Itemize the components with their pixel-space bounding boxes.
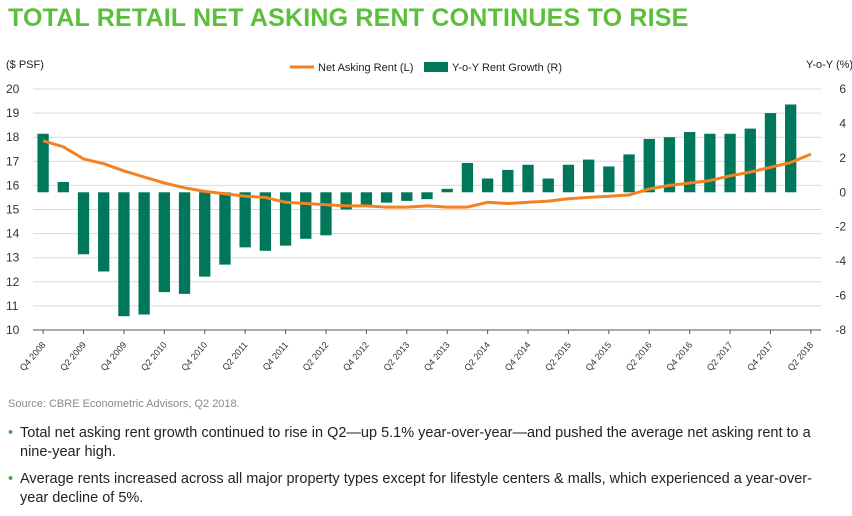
x-tick-label: Q2 2017 <box>705 340 735 373</box>
bar <box>744 128 756 193</box>
bar <box>562 164 575 193</box>
bar <box>582 159 595 193</box>
bar <box>643 138 655 193</box>
bar <box>199 192 211 277</box>
bar <box>441 188 453 193</box>
bar-series <box>37 104 797 317</box>
x-tick-label: Q4 2012 <box>341 340 371 373</box>
bar <box>158 192 170 293</box>
legend-bar-label: Y-o-Y Rent Growth (R) <box>452 62 562 74</box>
bar <box>764 113 777 193</box>
bar <box>178 192 191 294</box>
bar <box>57 181 69 193</box>
legend-bar-swatch <box>424 62 448 72</box>
y-left-tick-label: 16 <box>6 178 20 192</box>
x-tick-label: Q4 2015 <box>584 340 614 373</box>
bar <box>138 192 150 315</box>
bar <box>684 132 696 193</box>
x-tick-label: Q2 2012 <box>301 340 331 373</box>
x-tick-label: Q2 2011 <box>220 340 249 372</box>
y-right-tick-label: -8 <box>835 323 846 337</box>
bullet-item: Total net asking rent growth continued t… <box>8 424 838 462</box>
rent-line <box>42 139 812 209</box>
y-right-tick-label: -2 <box>835 220 846 234</box>
x-tick-label: Q4 2016 <box>664 340 694 373</box>
bar <box>785 104 797 193</box>
bar <box>239 192 251 248</box>
bar <box>320 192 332 236</box>
x-tick-label: Q4 2008 <box>18 340 48 373</box>
source-note: Source: CBRE Econometric Advisors, Q2 20… <box>8 398 240 410</box>
axes: 10 11 12 13 14 15 16 17 18 19 20 -8 -6 -4 -2 0 2 4 6 Q4 200… <box>6 82 846 373</box>
x-tick-label: Q4 2011 <box>261 340 290 372</box>
x-tick-label: Q2 2009 <box>58 340 88 373</box>
bar <box>98 192 110 272</box>
bullet-list: Total net asking rent growth continued t… <box>8 424 838 516</box>
y-right-tick-label: 0 <box>839 185 846 199</box>
bar <box>340 192 352 210</box>
bullet-item: Average rents increased across all major… <box>8 470 838 508</box>
y-right-tick-label: 4 <box>839 116 846 130</box>
y-right-tick-label: -4 <box>835 254 846 268</box>
page-title: TOTAL RETAIL NET ASKING RENT CONTINUES T… <box>8 4 689 32</box>
bar <box>603 166 615 193</box>
bar <box>380 192 393 203</box>
bar <box>77 192 90 255</box>
line-series <box>42 139 812 209</box>
x-tick-label: Q2 2015 <box>543 340 573 373</box>
bar <box>421 192 433 200</box>
y-left-tick-label: 19 <box>6 106 20 120</box>
y-right-axis-label: Y-o-Y (%) <box>806 59 852 71</box>
bar <box>118 192 130 317</box>
bar <box>401 192 413 201</box>
bar <box>522 164 534 193</box>
y-left-tick-label: 12 <box>6 275 20 289</box>
y-left-tick-label: 10 <box>6 323 20 337</box>
x-tick-label: Q2 2010 <box>139 340 169 373</box>
bar <box>360 192 373 207</box>
bar <box>623 154 635 193</box>
y-left-tick-label: 11 <box>6 299 19 313</box>
bar <box>219 192 231 265</box>
x-tick-label: Q2 2016 <box>624 340 654 373</box>
x-tick-label: Q2 2013 <box>381 340 411 373</box>
x-tick-label: Q2 2014 <box>462 340 492 373</box>
y-left-axis-label: ($ PSF) <box>6 59 44 71</box>
bar <box>481 178 494 193</box>
legend: Net Asking Rent (L) Y-o-Y Rent Growth (R… <box>290 62 562 74</box>
x-tick-label: Q4 2009 <box>99 340 129 373</box>
bar <box>300 192 312 239</box>
x-tick-label: Q4 2014 <box>503 340 533 373</box>
combo-chart: 10 11 12 13 14 15 16 17 18 19 20 -8 -6 -4 -2 0 2 4 6 Q4 200… <box>6 59 852 373</box>
x-tick-label: Q4 2010 <box>179 340 209 373</box>
y-left-tick-label: 15 <box>6 203 20 217</box>
bar <box>663 137 676 193</box>
x-tick-label: Q2 2018 <box>786 340 816 373</box>
bar <box>724 133 736 193</box>
y-right-tick-label: 6 <box>839 82 846 96</box>
bar <box>502 169 514 193</box>
y-left-tick-label: 13 <box>6 251 20 265</box>
bar <box>259 192 272 251</box>
bar <box>704 133 716 193</box>
bar <box>542 178 554 193</box>
bar <box>279 192 292 246</box>
x-tick-label: Q4 2013 <box>422 340 452 373</box>
y-left-tick-label: 18 <box>6 130 20 144</box>
x-tick-label: Q4 2017 <box>745 340 775 373</box>
y-left-tick-label: 17 <box>6 154 20 168</box>
legend-line-label: Net Asking Rent (L) <box>318 62 413 74</box>
bar <box>37 133 49 193</box>
bar <box>461 163 474 193</box>
y-right-tick-label: -6 <box>835 289 846 303</box>
y-left-tick-label: 20 <box>6 82 20 96</box>
y-right-tick-label: 2 <box>839 151 846 165</box>
y-left-tick-label: 14 <box>6 227 20 241</box>
